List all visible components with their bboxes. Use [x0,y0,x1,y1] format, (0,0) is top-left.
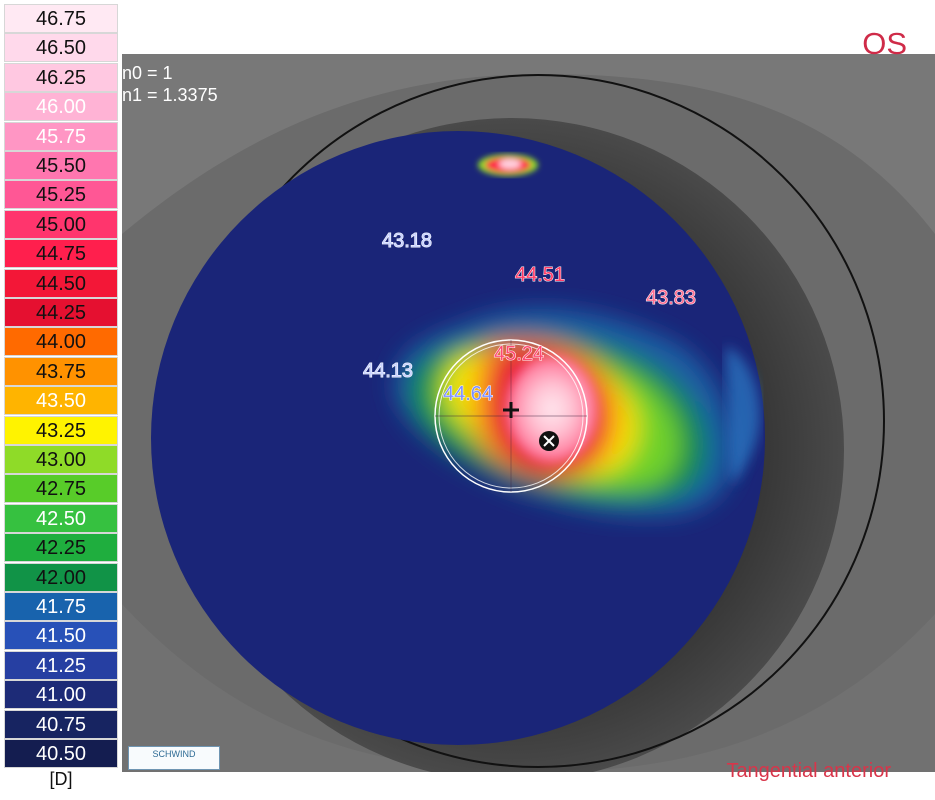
scale-value-46-25: 46.25 [4,62,118,92]
scale-value-44-00: 44.00 [4,327,118,357]
scale-value-42-00: 42.00 [4,562,118,592]
scale-value-40-75: 40.75 [4,709,118,739]
n1-value: n1 = 1.3375 [122,85,218,105]
map-label-45-24: 45.24 [494,343,544,365]
refractive-index-settings: n0 = 1 n1 = 1.3375 [122,62,218,106]
map-label-44-13: 44.13 [363,360,413,382]
scale-unit-label: [D] [49,769,73,789]
scale-value-42-75: 42.75 [4,474,118,504]
scale-value-43-25: 43.25 [4,415,118,445]
map-label-43-83: 43.83 [646,287,696,309]
scale-value-41-50: 41.50 [4,621,118,651]
scale-value-41-75: 41.75 [4,592,118,621]
superior-hot-spot [478,154,538,176]
topography-map: 43.18 44.51 43.83 45.24 44.13 44.64 [122,54,935,772]
scale-value-43-50: 43.50 [4,386,118,416]
eye-label: OS [862,26,907,61]
vertex-marker [539,431,559,451]
scale-value-44-25: 44.25 [4,298,118,327]
scale-value-46-75: 46.75 [4,4,118,33]
temporal-shadow-zone [725,346,761,484]
map-label-44-64: 44.64 [443,383,493,405]
scale-value-45-25: 45.25 [4,180,118,210]
scale-value-45-00: 45.00 [4,209,118,239]
scale-value-41-00: 41.00 [4,680,118,710]
scale-value-46-00: 46.00 [4,92,118,122]
scale-value-41-25: 41.25 [4,650,118,680]
scale-value-45-50: 45.50 [4,151,118,180]
scale-value-46-50: 46.50 [4,33,118,63]
scale-value-44-50: 44.50 [4,268,118,298]
scale-value-43-75: 43.75 [4,356,118,386]
schwind-logo: SCHWIND [128,746,220,770]
eye-topography-image: 43.18 44.51 43.83 45.24 44.13 44.64 [122,54,935,772]
pupil-outline [434,339,588,493]
scale-value-44-75: 44.75 [4,239,118,269]
scale-value-42-50: 42.50 [4,503,118,533]
map-label-44-51: 44.51 [515,264,565,286]
scale-value-40-50: 40.50 [4,739,118,768]
map-label-43-18: 43.18 [382,230,432,252]
scale-value-45-75: 45.75 [4,121,118,151]
scale-value-42-25: 42.25 [4,533,118,563]
n0-value: n0 = 1 [122,63,173,83]
map-type-label: Tangential anterior [726,760,891,782]
scale-value-43-00: 43.00 [4,445,118,474]
pupil-center-marker [503,402,519,418]
